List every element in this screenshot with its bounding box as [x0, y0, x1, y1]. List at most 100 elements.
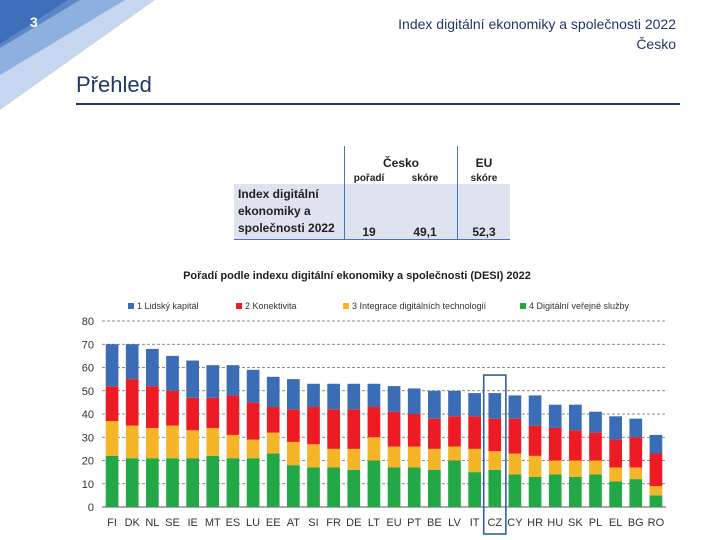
- bar-segment: [609, 481, 622, 507]
- bar-segment: [186, 360, 199, 398]
- bar-segment: [548, 404, 562, 428]
- bar-segment: [589, 474, 602, 507]
- bar-segment: [307, 407, 320, 445]
- x-tick-label: FR: [326, 517, 341, 529]
- bar-segment: [307, 444, 320, 468]
- bar-segment: [448, 416, 461, 447]
- bar-segment: [226, 395, 240, 435]
- legend-swatch: [343, 303, 349, 309]
- bar-segment: [387, 386, 401, 412]
- legend-swatch: [236, 303, 242, 309]
- legend-swatch: [128, 303, 134, 309]
- bar-segment: [327, 448, 340, 468]
- bar-segment: [307, 467, 320, 507]
- bar-segment: [488, 451, 502, 470]
- bar-segment: [508, 474, 522, 507]
- bar-segment: [125, 425, 139, 459]
- bar-segment: [246, 439, 260, 459]
- bar-segment: [367, 437, 381, 461]
- x-axis: FI DK NL SE IE MT ES LU EE AT SI FR DE LT EU PT BE LV IT CZ…: [107, 374, 665, 535]
- bar-segment: [548, 474, 562, 507]
- x-tick-label: IT: [470, 517, 480, 529]
- bar-segment: [468, 416, 481, 449]
- chart-bars: [105, 344, 663, 507]
- bar-segment: [589, 411, 602, 433]
- y-tick-label: 30: [82, 432, 94, 444]
- bar-segment: [266, 453, 280, 507]
- legend-label: 3 Integrace digitálních technologií: [352, 301, 487, 311]
- bar-segment: [367, 383, 381, 408]
- col-header-eu: EU: [457, 146, 510, 170]
- x-tick-label: PT: [407, 517, 421, 529]
- score-value: 49,1: [393, 184, 458, 240]
- x-tick-label: LT: [368, 517, 380, 529]
- bar-segment: [508, 395, 522, 419]
- highlight-box: [482, 374, 507, 535]
- x-tick-label: IE: [187, 517, 197, 529]
- bar-segment: [488, 469, 502, 507]
- bar-segment: [226, 365, 240, 396]
- bar-segment: [125, 344, 139, 380]
- bar-segment: [246, 458, 260, 507]
- bar-segment: [105, 344, 119, 387]
- bar-segment: [367, 460, 381, 507]
- legend-label: 1 Lidský kapitál: [137, 301, 199, 311]
- bar-segment: [548, 460, 562, 475]
- section-title: Přehled: [76, 72, 152, 97]
- x-tick-label: SI: [308, 517, 318, 529]
- bar-segment: [105, 386, 119, 421]
- bar-segment: [166, 458, 179, 507]
- bar-segment: [327, 409, 340, 449]
- bar-segment: [407, 414, 421, 447]
- bar-segment: [186, 430, 199, 459]
- y-tick-label: 70: [82, 339, 94, 351]
- bar-segment: [649, 486, 663, 496]
- bar-segment: [186, 458, 199, 507]
- bar-segment: [629, 479, 643, 507]
- bar-segment: [347, 448, 361, 470]
- x-tick-label: EE: [266, 517, 281, 529]
- x-tick-label: BG: [628, 517, 644, 529]
- y-tick-label: 0: [88, 502, 94, 514]
- document-title: Index digitální ekonomiky a společnosti …: [398, 16, 676, 32]
- x-tick-label: HU: [547, 517, 563, 529]
- y-tick-label: 80: [82, 316, 94, 328]
- bar-segment: [387, 467, 401, 507]
- bar-segment: [569, 430, 582, 461]
- sub-header-rank: pořadí: [344, 170, 393, 184]
- bar-segment: [468, 393, 481, 417]
- x-tick-label: HR: [527, 517, 543, 529]
- desi-stacked-bar-chart: 1 Lidský kapitál 2 Konektivita 3 Integrace…: [82, 301, 666, 535]
- country-name: Česko: [636, 36, 676, 52]
- bar-segment: [105, 455, 119, 507]
- bar-segment: [448, 390, 461, 417]
- x-tick-label: EL: [609, 517, 622, 529]
- chart-legend: 1 Lidský kapitál 2 Konektivita 3 Integrace…: [128, 301, 630, 311]
- x-tick-label: LU: [246, 517, 260, 529]
- bar-segment: [226, 458, 240, 507]
- x-tick-label: RO: [648, 517, 665, 529]
- chart-title: Pořadí podle indexu digitální ekonomiky …: [183, 270, 531, 282]
- y-axis: 0 10 20 30 40 50 60 70 80: [82, 316, 94, 514]
- bar-segment: [125, 458, 139, 507]
- bar-segment: [287, 465, 300, 507]
- y-tick-label: 60: [82, 363, 94, 375]
- bar-segment: [146, 427, 159, 459]
- bar-segment: [186, 397, 199, 431]
- row-label: Index digitální ekonomiky a společnosti …: [234, 184, 345, 240]
- bar-segment: [528, 425, 542, 456]
- bar-segment: [246, 369, 260, 403]
- x-tick-label: DK: [125, 517, 141, 529]
- title-divider: [76, 103, 680, 105]
- page-number: 3: [30, 14, 38, 30]
- bar-segment: [649, 434, 663, 454]
- bar-segment: [287, 441, 300, 466]
- bar-segment: [327, 467, 340, 507]
- bar-segment: [629, 418, 643, 438]
- bar-segment: [166, 390, 179, 426]
- x-tick-label: FI: [107, 517, 117, 529]
- bar-segment: [609, 467, 622, 482]
- bar-segment: [649, 453, 663, 487]
- bar-segment: [407, 446, 421, 468]
- bar-segment: [206, 397, 220, 428]
